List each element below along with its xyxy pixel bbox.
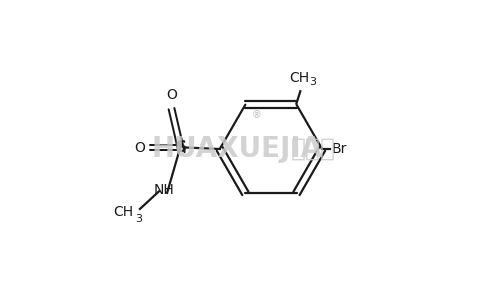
Text: 3: 3 [310, 77, 317, 87]
Text: Br: Br [332, 142, 348, 156]
Text: 3: 3 [135, 214, 142, 224]
Text: CH: CH [290, 71, 310, 85]
Text: S: S [176, 140, 187, 155]
Text: CH: CH [114, 205, 133, 219]
Text: 化学加: 化学加 [291, 137, 336, 161]
Text: HUAXUEJIA: HUAXUEJIA [151, 135, 322, 163]
Text: ®: ® [251, 110, 261, 120]
Text: O: O [134, 141, 145, 155]
Text: NH: NH [154, 183, 175, 197]
Text: O: O [166, 88, 177, 102]
